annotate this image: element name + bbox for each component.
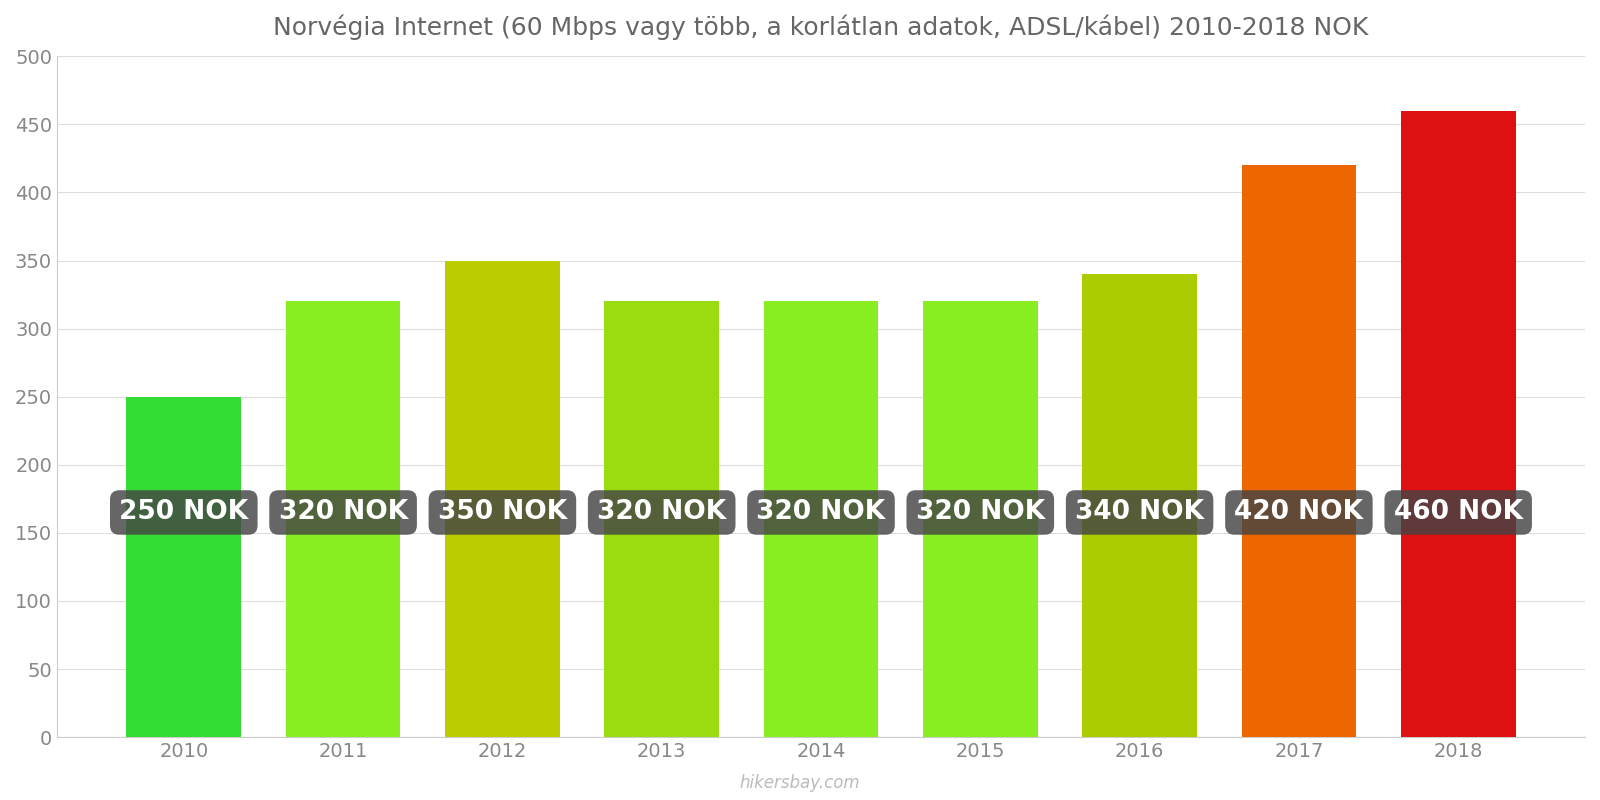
Text: 320 NOK: 320 NOK (278, 499, 408, 526)
Bar (763, 302, 878, 737)
Text: 320 NOK: 320 NOK (757, 499, 885, 526)
Text: 320 NOK: 320 NOK (915, 499, 1045, 526)
Text: 250 NOK: 250 NOK (120, 499, 248, 526)
Bar (605, 302, 718, 737)
Text: hikersbay.com: hikersbay.com (739, 774, 861, 792)
Bar (286, 302, 400, 737)
Bar (1082, 274, 1197, 737)
Text: 420 NOK: 420 NOK (1234, 499, 1363, 526)
Bar (923, 302, 1038, 737)
Text: 460 NOK: 460 NOK (1394, 499, 1523, 526)
Bar (1242, 166, 1357, 737)
Text: 350 NOK: 350 NOK (438, 499, 566, 526)
Text: 340 NOK: 340 NOK (1075, 499, 1205, 526)
Bar (445, 261, 560, 737)
Bar (1402, 110, 1515, 737)
Title: Norvégia Internet (60 Mbps vagy több, a korlátlan adatok, ADSL/kábel) 2010-2018 : Norvégia Internet (60 Mbps vagy több, a … (274, 15, 1368, 41)
Text: 320 NOK: 320 NOK (597, 499, 726, 526)
Bar (126, 397, 242, 737)
